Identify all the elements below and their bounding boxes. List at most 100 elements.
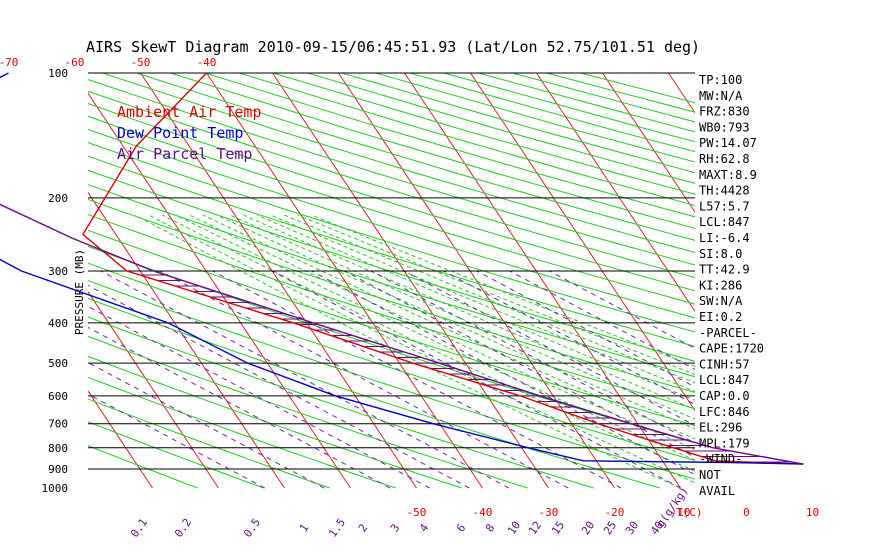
info-panel-line: EL:296 <box>699 421 742 435</box>
info-panel-line: EI:0.2 <box>699 310 742 324</box>
isotherm--60 <box>88 92 351 489</box>
moist-adiabat-6 <box>189 214 695 450</box>
mixing-ratio-line-11 <box>370 270 695 444</box>
pressure-tick-label: 700 <box>48 418 68 431</box>
mixing-ratio-line-4 <box>88 284 470 489</box>
chart-title: AIRS SkewT Diagram 2010-09-15/06:45:51.9… <box>86 38 700 56</box>
dry-adiabat-540 <box>512 73 695 123</box>
mixing-ratio-tick: 1.5 <box>326 516 348 540</box>
mixing-ratio-line-5 <box>100 270 510 489</box>
info-panel-line: PW:14.07 <box>699 136 757 150</box>
dry-adiabat-380 <box>88 115 695 305</box>
moist-adiabat-34 <box>284 214 695 384</box>
legend-entry: Air Parcel Temp <box>117 145 252 163</box>
info-panel-line: TH:4428 <box>699 184 750 198</box>
bottom-temp-tick: 0 <box>743 506 750 519</box>
mixing-ratio-line-3 <box>88 305 430 489</box>
isotherm-0 <box>470 73 695 412</box>
dry-adiabat-460 <box>239 73 695 206</box>
pressure-tick-label: 600 <box>48 390 68 403</box>
dry-adiabat-190 <box>88 445 198 489</box>
isotherm--20 <box>338 73 615 489</box>
info-panel-line: TP:100 <box>699 73 742 87</box>
mixing-ratio-tick: 10 <box>505 519 523 537</box>
mixing-ratio-line-13 <box>443 270 695 406</box>
series-dew-point-temp <box>0 72 804 465</box>
isotherm--110 <box>0 73 20 488</box>
dry-adiabat-290 <box>88 245 695 444</box>
mixing-ratio-line-12 <box>403 270 695 427</box>
bottom-temp-tick: -40 <box>473 506 493 519</box>
isotherm--30 <box>272 73 549 489</box>
profile-series <box>0 72 804 465</box>
isotherm--70 <box>88 191 285 489</box>
dry-adiabat-210 <box>88 398 330 489</box>
dry-adiabat-320 <box>88 198 695 393</box>
mixing-ratio-tick: 3 <box>388 522 402 535</box>
info-panel-line: SI:8.0 <box>699 247 742 261</box>
dry-adiabat-410 <box>88 79 695 266</box>
pressure-tick-label: 1000 <box>42 482 69 495</box>
pressure-tick-label: 900 <box>48 463 68 476</box>
isotherm--80 <box>88 290 219 489</box>
mixing-ratio-tick: 20 <box>579 519 597 537</box>
moist-adiabat-30 <box>270 214 695 392</box>
dry-adiabat-250 <box>88 316 594 489</box>
mixing-ratio-tick: 0.1 <box>128 516 150 540</box>
top-temperature-ticks: -120-110-100-90-80-70-60-50-40 <box>0 56 216 69</box>
info-panel-line: RH:62.8 <box>699 152 750 166</box>
info-panel-line: LFC:846 <box>699 405 750 419</box>
pressure-tick-label: 400 <box>48 317 68 330</box>
mixing-ratio-line-10 <box>344 270 695 458</box>
cape-hatching <box>139 274 792 463</box>
mixing-ratio-tick: 12 <box>526 519 544 537</box>
moist-adiabat-10 <box>202 214 695 440</box>
isotherm-50 <box>801 73 870 488</box>
info-panel-line: L57:5.7 <box>699 199 750 213</box>
legend: Ambient Air Temp Dew Point Temp Air Parcel… <box>117 103 262 163</box>
info-panel-line: MPL:179 <box>699 436 750 450</box>
moist-adiabat-26 <box>257 214 695 401</box>
dry-adiabat-400 <box>88 90 695 279</box>
info-panel-line: CAP:0.0 <box>699 389 750 403</box>
isotherm--90 <box>88 390 153 489</box>
dry-adiabat-230 <box>88 355 462 489</box>
dry-adiabat-240 <box>88 335 528 489</box>
mixing-ratio-tick: 2 <box>356 522 370 535</box>
mixing-ratio-tick: 1 <box>297 522 311 535</box>
dry-adiabat-500 <box>375 73 695 163</box>
dry-adiabat-370 <box>88 129 695 319</box>
x-axis-label: T(C) <box>676 506 703 519</box>
mixing-ratio-line-1 <box>88 361 325 489</box>
info-panel-line: AVAIL <box>699 484 735 498</box>
mixing-ratio-line-14 <box>476 270 695 388</box>
isobar-lines <box>88 72 695 470</box>
pressure-tick-label: 800 <box>48 442 68 455</box>
pressure-tick-label: 100 <box>48 67 68 80</box>
dry-adiabat-420 <box>102 73 695 253</box>
bottom-temp-tick: 10 <box>806 506 819 519</box>
info-panel-line: WB0:793 <box>699 120 750 134</box>
mixing-ratio-ticks: 0.1 0.2 0.5 1 1.5 2 3 4 6 8 10 12 15 20 25 30 40 <box>128 516 666 540</box>
moist-adiabat--10 <box>135 214 681 489</box>
bottom-temp-tick: -10 <box>671 506 691 519</box>
info-panel-line: -WIND- <box>699 452 742 466</box>
series-air-parcel-temp <box>0 203 804 465</box>
pressure-tick-label: 200 <box>48 192 68 205</box>
series-ambient-air-temp <box>81 72 804 465</box>
mixing-ratio-tick: 40 <box>648 519 666 537</box>
mixing-ratio-tick: 0.2 <box>172 516 194 540</box>
top-temp-tick: -70 <box>0 56 18 69</box>
legend-entry: Ambient Air Temp <box>117 103 262 121</box>
isotherm-20 <box>602 73 695 214</box>
bottom-temp-tick: -20 <box>605 506 625 519</box>
info-panel-line: LCL:847 <box>699 373 750 387</box>
isotherm-60 <box>867 73 870 488</box>
info-panel-line: LI:-6.4 <box>699 231 750 245</box>
mixing-ratio-tick: 15 <box>549 519 567 537</box>
bottom-temp-tick: -50 <box>407 506 427 519</box>
dry-adiabat-350 <box>88 155 695 347</box>
mixing-ratio-tick: 30 <box>623 519 641 537</box>
mixing-ratio-tick: 25 <box>601 519 619 537</box>
mixing-ratio-tick: 6 <box>454 522 468 535</box>
